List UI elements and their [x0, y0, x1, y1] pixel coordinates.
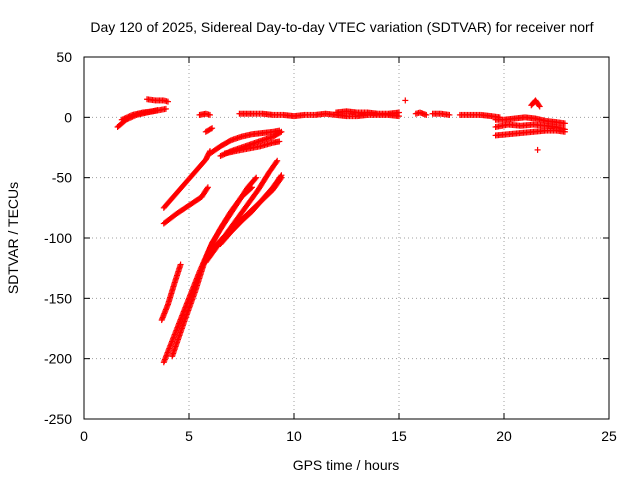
axis-ticks: 0 5 10 15 20 25 -250 -200 -150 -100 -50 0 50 — [44, 49, 617, 444]
data-point-270 — [423, 111, 430, 118]
data-segment-4 — [202, 125, 216, 135]
data-point-34 — [120, 116, 127, 123]
data-segment-10 — [456, 111, 503, 121]
data-point-375 — [535, 102, 542, 109]
y-tick-label: -200 — [44, 351, 72, 367]
data-point-675 — [277, 129, 284, 136]
y-axis-label: SDTVAR / TECUs — [5, 182, 21, 294]
data-point-1119 — [274, 157, 281, 164]
data-point-91 — [207, 111, 213, 118]
data-segment-23 — [169, 174, 260, 360]
data-point-376 — [536, 103, 543, 110]
data-point-96 — [207, 125, 214, 132]
y-tick-label: 0 — [64, 109, 72, 125]
data-point-66 — [162, 105, 169, 112]
data-segment-20 — [221, 138, 283, 157]
x-tick-label: 0 — [80, 428, 88, 444]
data-segment-2 — [144, 96, 171, 105]
data-point-478 — [534, 146, 541, 153]
data-point-1033 — [252, 175, 259, 182]
x-axis-label: GPS time / hours — [293, 457, 400, 473]
data-segment-3 — [196, 110, 213, 118]
data-point-38 — [125, 113, 132, 120]
y-tick-label: -150 — [44, 290, 72, 306]
data-point-40 — [127, 112, 134, 119]
data-segment-26 — [217, 172, 285, 248]
data-point-260 — [396, 109, 402, 116]
data-segment-9 — [429, 110, 453, 118]
data-point-1255 — [277, 173, 284, 180]
data-point-37 — [124, 114, 131, 121]
data-point-97 — [209, 125, 216, 132]
data-point-759 — [177, 261, 184, 268]
data-segment-16 — [160, 148, 213, 211]
data-points — [114, 96, 568, 366]
y-tick-label: 50 — [56, 49, 72, 65]
x-tick-label: 20 — [496, 428, 512, 444]
data-point-1118 — [273, 158, 280, 165]
data-point-261 — [402, 97, 409, 104]
data-segment-8 — [412, 109, 430, 118]
data-segment-6 — [333, 108, 402, 117]
x-tick-label: 5 — [185, 428, 193, 444]
data-segment-1 — [118, 105, 169, 123]
data-point-1256 — [278, 172, 285, 179]
data-point-35 — [121, 115, 128, 122]
data-point-477 — [561, 128, 568, 135]
data-point-1034 — [253, 174, 260, 181]
data-point-676 — [278, 128, 285, 135]
data-point-39 — [126, 113, 133, 120]
data-segment-7 — [402, 97, 409, 104]
data-segment-14 — [492, 127, 568, 139]
data-segment-12 — [528, 97, 543, 110]
data-point-572 — [204, 184, 211, 191]
data-point-571 — [204, 185, 211, 192]
chart-title: Day 120 of 2025, Sidereal Day-to-day VTE… — [90, 19, 593, 35]
x-tick-label: 25 — [601, 428, 617, 444]
data-point-36 — [122, 114, 129, 121]
y-tick-label: -50 — [52, 170, 72, 186]
x-tick-label: 10 — [286, 428, 302, 444]
data-point-82 — [165, 98, 171, 105]
data-point-717 — [276, 138, 283, 145]
data-point-283 — [446, 111, 453, 118]
data-segment-18 — [207, 127, 283, 157]
data-point-629 — [217, 152, 224, 159]
data-point-33 — [118, 116, 125, 123]
data-segment-17 — [160, 184, 211, 227]
data-segment-15 — [534, 146, 541, 153]
y-tick-label: -100 — [44, 230, 72, 246]
data-point-365 — [561, 120, 568, 127]
data-segment-21 — [158, 261, 184, 324]
y-tick-label: -250 — [44, 411, 72, 427]
x-tick-label: 15 — [391, 428, 407, 444]
